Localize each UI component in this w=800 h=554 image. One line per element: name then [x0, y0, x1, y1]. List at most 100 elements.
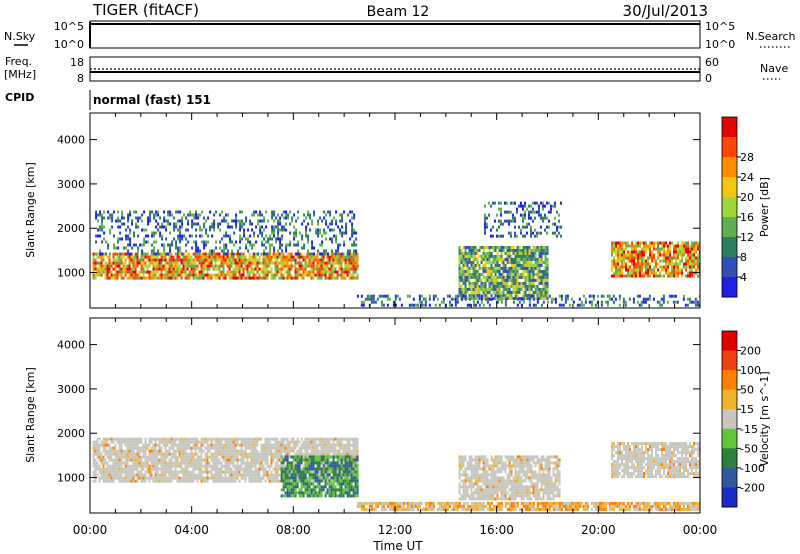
scatter-cell: [145, 240, 148, 244]
scatter-cell: [472, 275, 475, 279]
scatter-cell: [99, 228, 102, 232]
scatter-cell: [483, 231, 486, 235]
scatter-cell: [158, 276, 161, 280]
scatter-cell: [172, 446, 175, 450]
scatter-cell: [354, 270, 357, 274]
scatter-cell: [322, 261, 325, 265]
scatter-cell: [240, 437, 243, 441]
scatter-cell: [619, 250, 622, 254]
scatter-cell: [176, 443, 179, 447]
scatter-cell: [196, 255, 199, 259]
scatter-cell: [631, 268, 634, 272]
scatter-cell: [188, 479, 191, 483]
scatter-cell: [484, 290, 487, 294]
scatter-cell: [617, 259, 620, 263]
scatter-cell: [265, 252, 268, 256]
scatter-cell: [474, 245, 477, 249]
scatter-cell: [254, 449, 257, 453]
scatter-cell: [667, 244, 670, 248]
scatter-cell: [517, 204, 520, 208]
scatter-cell: [307, 222, 310, 226]
scatter-cell: [372, 297, 375, 301]
scatter-cell: [316, 452, 319, 456]
scatter-cell: [613, 241, 616, 245]
scatter-cell: [146, 455, 149, 459]
scatter-cell: [489, 204, 492, 208]
scatter-cell: [187, 240, 190, 244]
scatter-cell: [152, 276, 155, 280]
scatter-cell: [256, 470, 259, 474]
scatter-cell: [206, 473, 209, 477]
scatter-cell: [665, 271, 668, 275]
scatter-cell: [196, 440, 199, 444]
scatter-cell: [288, 452, 291, 456]
scatter-cell: [468, 287, 471, 291]
scatter-cell: [98, 476, 101, 480]
scatter-cell: [216, 446, 219, 450]
scatter-cell: [228, 255, 231, 259]
scatter-cell: [225, 213, 228, 217]
scatter-cell: [238, 464, 241, 468]
scatter-cell: [545, 216, 548, 220]
scatter-cell: [534, 254, 537, 258]
scatter-cell: [488, 260, 491, 264]
scatter-cell: [264, 273, 267, 277]
scatter-cell: [194, 267, 197, 271]
scatter-cell: [188, 440, 191, 444]
scatter-cell: [458, 278, 461, 282]
scatter-cell: [619, 274, 622, 278]
scatter-cell: [661, 247, 664, 251]
scatter-cell: [312, 443, 315, 447]
scatter-cell: [132, 446, 135, 450]
scatter-cell: [320, 258, 323, 262]
scatter-cell: [118, 440, 121, 444]
scatter-cell: [645, 247, 648, 251]
scatter-cell: [154, 467, 157, 471]
scatter-cell: [238, 479, 241, 483]
scatter-cell: [240, 440, 243, 444]
scatter-cell: [328, 458, 331, 462]
scatter-cell: [177, 249, 180, 253]
scatter-cell: [341, 225, 344, 229]
scatter-cell: [326, 276, 329, 280]
scatter-cell: [214, 473, 217, 477]
scatter-cell: [154, 258, 157, 262]
scatter-cell: [154, 264, 157, 268]
scatter-cell: [216, 467, 219, 471]
scatter-cell: [190, 461, 193, 465]
scatter-cell: [234, 473, 237, 477]
scatter-cell: [300, 443, 303, 447]
scatter-cell: [295, 234, 298, 238]
scatter-cell: [182, 458, 185, 462]
scatter-cell: [228, 267, 231, 271]
scatter-cell: [170, 270, 173, 274]
scatter-cell: [653, 241, 656, 245]
scatter-cell: [268, 479, 271, 483]
scatter-cell: [230, 437, 233, 441]
scatter-cell: [669, 259, 672, 263]
scatter-cell: [518, 300, 521, 304]
scatter-cell: [262, 270, 265, 274]
scatter-cell: [633, 244, 636, 248]
scatter-cell: [230, 273, 233, 277]
scatter-cell: [244, 461, 247, 465]
scatter-cell: [228, 461, 231, 465]
scatter-cell: [241, 219, 244, 223]
scatter-cell: [255, 240, 258, 244]
scatter-cell: [112, 470, 115, 474]
scatter-cell: [356, 261, 359, 265]
scatter-cell: [334, 267, 337, 271]
scatter-cell: [270, 261, 273, 265]
scatter-cell: [199, 225, 202, 229]
scatter-cell: [301, 246, 304, 250]
scatter-cell: [96, 252, 99, 256]
scatter-cell: [102, 270, 105, 274]
scatter-cell: [338, 267, 341, 271]
scatter-cell: [472, 287, 475, 291]
scatter-cell: [689, 250, 692, 254]
scatter-cell: [154, 270, 157, 274]
scatter-cell: [394, 294, 397, 298]
scatter-cell: [530, 281, 533, 285]
scatter-cell: [458, 269, 461, 273]
scatter-cell: [108, 455, 111, 459]
